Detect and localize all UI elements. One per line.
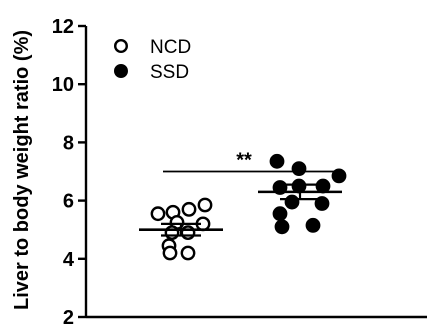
data-point: [180, 245, 196, 261]
data-point: [164, 225, 180, 241]
data-point: [150, 206, 166, 222]
legend-label: NCD: [150, 37, 191, 58]
y-tick-label: 2: [63, 307, 74, 329]
y-tick-label: 4: [63, 249, 75, 271]
data-point: [305, 217, 321, 233]
data-point: [291, 161, 307, 176]
data-point: [274, 219, 290, 235]
y-tick-label: 12: [52, 16, 74, 38]
y-axis-label: Liver to body weight ratio (%): [11, 30, 33, 310]
data-point: [269, 153, 285, 169]
data-point: [180, 225, 196, 241]
data-point: [181, 201, 197, 217]
data-point: [197, 197, 213, 213]
legend-marker: [113, 39, 128, 54]
legend-label: SSD: [150, 62, 189, 83]
data-point: [314, 196, 330, 211]
data-point: [272, 206, 288, 222]
y-tick-label: 6: [63, 191, 74, 213]
significance-label: **: [236, 150, 252, 172]
data-point: [162, 245, 178, 261]
legend-marker: [113, 63, 128, 78]
data-point: [315, 178, 331, 194]
data-point: [284, 194, 300, 210]
data-point: [331, 168, 347, 184]
y-tick-label: 10: [52, 74, 74, 96]
y-tick-label: 8: [63, 132, 74, 154]
